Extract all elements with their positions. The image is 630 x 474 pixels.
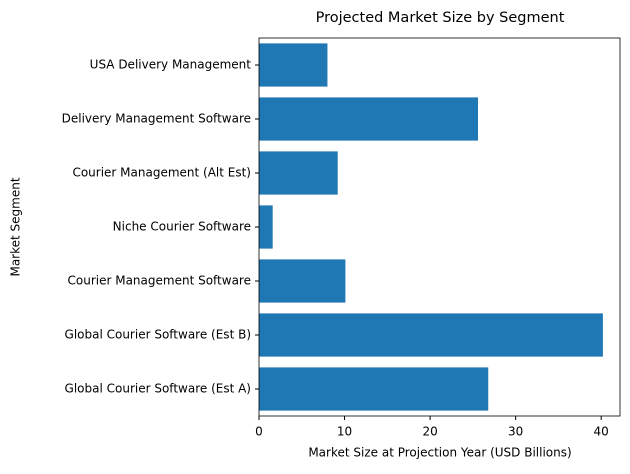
y-axis-label: Market Segment [9,177,23,276]
bar [259,259,346,303]
y-tick-label: Niche Courier Software [113,220,251,234]
bar [259,43,328,87]
bar [259,205,273,249]
y-tick-label: Delivery Management Software [62,112,251,126]
plot-frame [258,37,621,417]
bar [259,151,338,195]
y-tick-label: Courier Management Software [68,274,252,288]
y-tick-label: Courier Management (Alt Est) [72,166,251,180]
y-tick-label: USA Delivery Management [90,58,252,72]
x-tick-label: 20 [422,425,437,439]
chart-title: Projected Market Size by Segment [316,10,565,26]
x-tick-label: 40 [594,425,609,439]
y-tick-label: Global Courier Software (Est B) [65,328,251,342]
x-axis-label: Market Size at Projection Year (USD Bill… [308,446,571,460]
x-tick-label: 30 [508,425,523,439]
bar [259,97,478,141]
bar [259,313,603,357]
x-tick-label: 10 [337,425,352,439]
y-tick-label: Global Courier Software (Est A) [65,382,251,396]
x-tick-label: 0 [255,425,263,439]
bar [259,367,489,411]
